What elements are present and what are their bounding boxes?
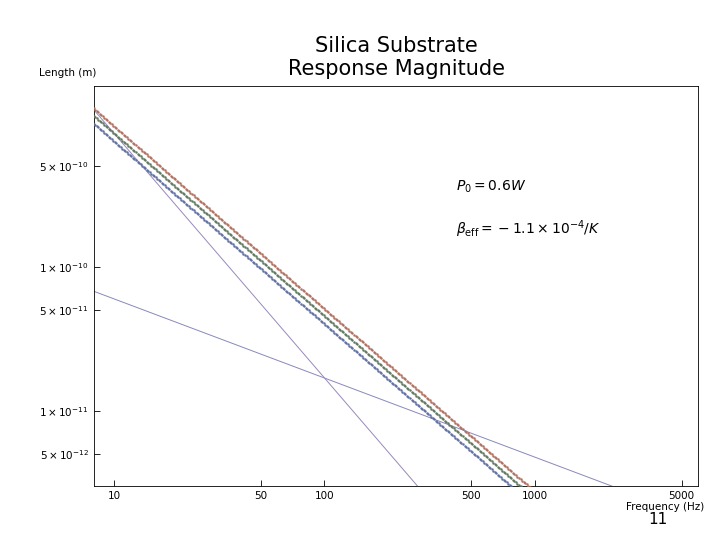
Text: Frequency (Hz): Frequency (Hz) [626, 502, 704, 512]
Title: Silica Substrate
Response Magnitude: Silica Substrate Response Magnitude [287, 36, 505, 79]
Text: 11: 11 [648, 512, 667, 527]
Text: $P_0 = 0.6W$: $P_0 = 0.6W$ [456, 178, 527, 195]
Text: Length (m): Length (m) [39, 69, 96, 78]
Text: $\beta_{\mathrm{eff}} = -1.1\times10^{-4} / K$: $\beta_{\mathrm{eff}} = -1.1\times10^{-4… [456, 219, 601, 240]
